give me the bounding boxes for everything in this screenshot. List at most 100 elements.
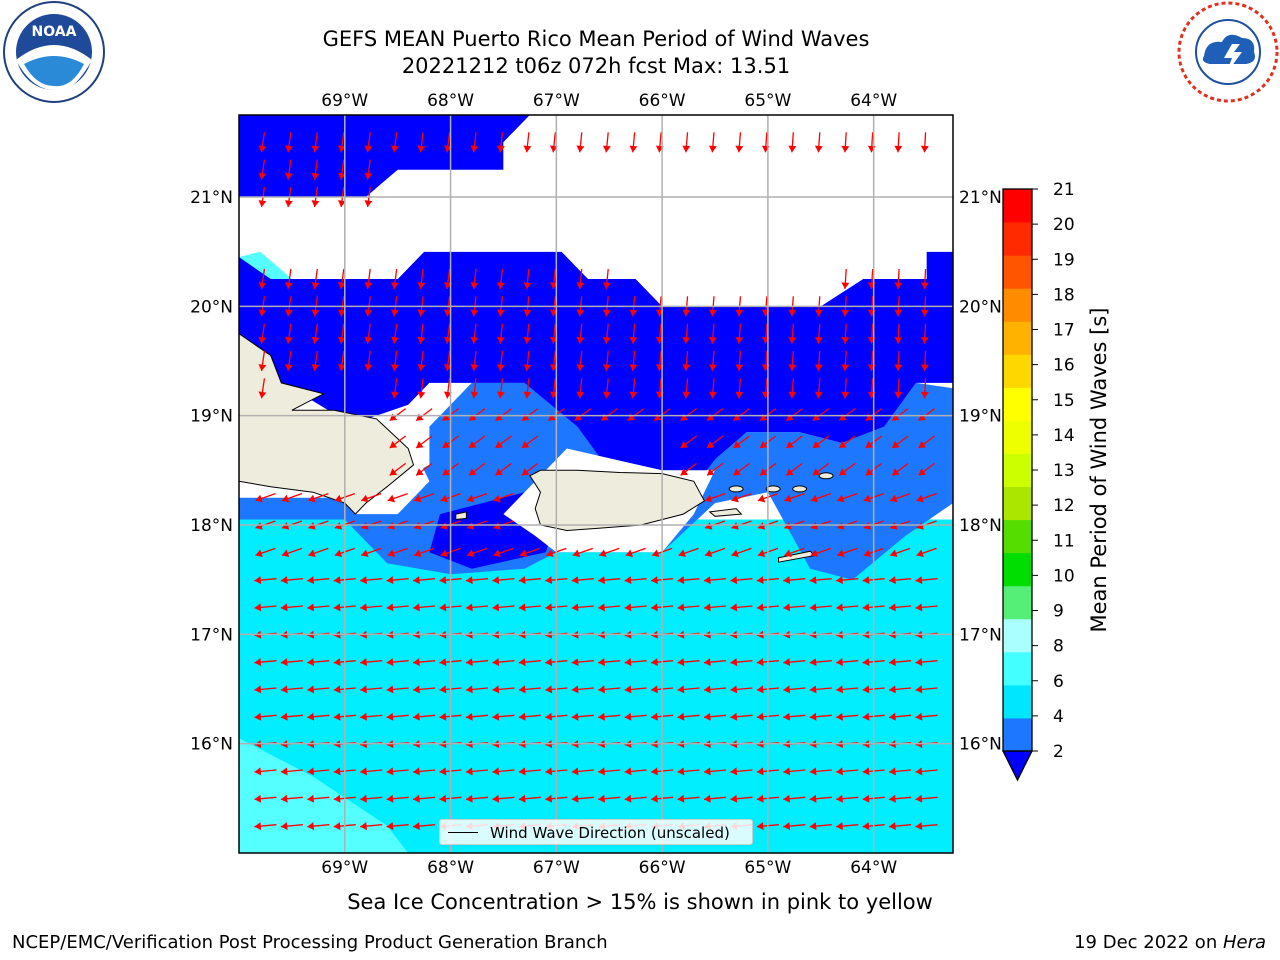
wind-wave-arrow — [307, 712, 330, 721]
wind-wave-arrow — [783, 658, 806, 667]
wind-wave-arrow — [810, 493, 831, 503]
wind-wave-arrow — [889, 822, 912, 831]
wind-wave-arrow — [810, 547, 831, 557]
wind-wave-arrow — [733, 408, 750, 422]
wind-wave-arrow — [465, 603, 489, 612]
wind-wave-arrow — [523, 132, 532, 153]
wind-wave-arrow — [916, 493, 937, 503]
wind-wave-arrow — [360, 685, 383, 694]
wind-wave-arrow — [841, 268, 850, 290]
wind-wave-arrow — [838, 435, 856, 449]
wind-wave-arrow — [465, 794, 489, 803]
wind-wave-arrow — [413, 712, 436, 721]
wind-wave-arrow — [703, 603, 727, 612]
wind-wave-arrow — [629, 132, 638, 153]
land-virgin-island — [818, 472, 834, 480]
wind-wave-arrow — [386, 658, 409, 667]
footer-branch: NCEP/EMC/Verification Post Processing Pr… — [12, 932, 608, 953]
wind-wave-arrow — [496, 132, 505, 153]
lat-label-left: 18°N — [190, 516, 233, 536]
wind-wave-arrow — [308, 493, 329, 503]
wind-wave-arrow — [413, 547, 435, 557]
wind-wave-arrow — [703, 712, 727, 721]
lon-label-top: 64°W — [850, 91, 897, 111]
wind-wave-arrow — [836, 685, 859, 694]
wind-wave-arrow — [390, 132, 399, 153]
wind-wave-arrow — [466, 493, 488, 503]
wind-wave-arrow — [258, 350, 267, 372]
wind-wave-arrow — [915, 822, 938, 831]
wind-wave-arrow — [629, 350, 638, 372]
colorbar-segment — [1003, 618, 1032, 653]
wind-wave-arrow — [703, 685, 727, 694]
wind-wave-arrow — [254, 685, 277, 694]
colorbar-segment — [1003, 222, 1032, 256]
no-data-top — [503, 115, 953, 197]
wind-wave-arrow — [838, 408, 856, 422]
wind-wave-arrow — [894, 378, 903, 399]
wind-wave-arrow — [812, 462, 830, 476]
wind-wave-arrow — [836, 822, 859, 831]
wind-wave-arrow — [413, 794, 436, 803]
wind-wave-arrow — [624, 767, 647, 776]
field-below-2s-north — [239, 251, 953, 487]
wind-wave-arrow — [677, 658, 700, 667]
wind-wave-arrow — [413, 822, 436, 831]
wind-wave-arrow — [571, 576, 594, 585]
wind-wave-arrow — [889, 685, 912, 694]
wind-wave-arrow — [284, 350, 293, 372]
wind-wave-arrow — [678, 547, 699, 557]
legend-line-sample — [448, 832, 478, 833]
wind-wave-arrow — [311, 350, 320, 372]
wind-wave-arrow — [576, 350, 585, 372]
wind-wave-arrow — [731, 547, 752, 557]
wind-wave-arrow — [468, 408, 486, 422]
wind-wave-arrow — [470, 350, 479, 372]
wind-wave-arrow — [814, 132, 823, 153]
wind-wave-arrow — [598, 767, 621, 776]
wind-wave-arrow — [918, 435, 935, 449]
wind-wave-arrow — [730, 658, 753, 667]
wind-wave-arrow — [280, 712, 303, 721]
wind-wave-arrow — [624, 603, 647, 612]
wind-wave-arrow — [518, 712, 541, 721]
wind-wave-arrow — [891, 435, 909, 449]
lon-label-top: 68°W — [427, 91, 474, 111]
wind-wave-arrow — [602, 132, 611, 153]
wind-wave-arrow — [624, 794, 647, 803]
wind-wave-arrow — [915, 767, 938, 776]
land-virgin-island — [728, 485, 744, 493]
wind-wave-arrow — [360, 822, 383, 831]
wind-wave-arrow — [254, 658, 277, 667]
colorbar-segment — [1003, 717, 1032, 752]
wind-wave-arrow — [281, 493, 303, 503]
wind-wave-arrow — [360, 576, 383, 585]
wind-wave-arrow — [523, 378, 532, 399]
wind-wave-arrow — [889, 658, 912, 667]
wind-wave-arrow — [677, 685, 700, 694]
wind-wave-arrow — [523, 350, 532, 372]
footer-date: 19 Dec 2022 on Hera — [1074, 932, 1266, 953]
wind-wave-arrow — [571, 712, 594, 721]
wind-wave-arrow — [703, 767, 727, 776]
wind-wave-arrow — [735, 350, 744, 372]
colorbar-tick-label: 2 — [1053, 742, 1064, 762]
land-virgin-island — [765, 485, 781, 493]
wind-wave-arrow — [680, 408, 697, 422]
wind-wave-arrow — [415, 408, 433, 422]
wind-wave-arrow — [730, 712, 753, 721]
wind-wave-arrow — [465, 658, 489, 667]
wind-wave-arrow — [785, 462, 803, 476]
wind-wave-arrow — [364, 350, 373, 372]
wind-wave-arrow — [836, 658, 859, 667]
wind-wave-arrow — [307, 767, 330, 776]
wind-wave-arrow — [703, 658, 727, 667]
wind-wave-arrow — [307, 576, 330, 585]
wind-wave-arrow — [629, 378, 638, 399]
wind-wave-arrow — [894, 268, 903, 290]
wind-wave-arrow — [470, 268, 479, 290]
land-puerto-rico — [529, 469, 706, 532]
nws-logo — [1177, 1, 1279, 103]
wind-wave-arrow — [470, 323, 479, 344]
field-spot-nw — [239, 251, 292, 279]
